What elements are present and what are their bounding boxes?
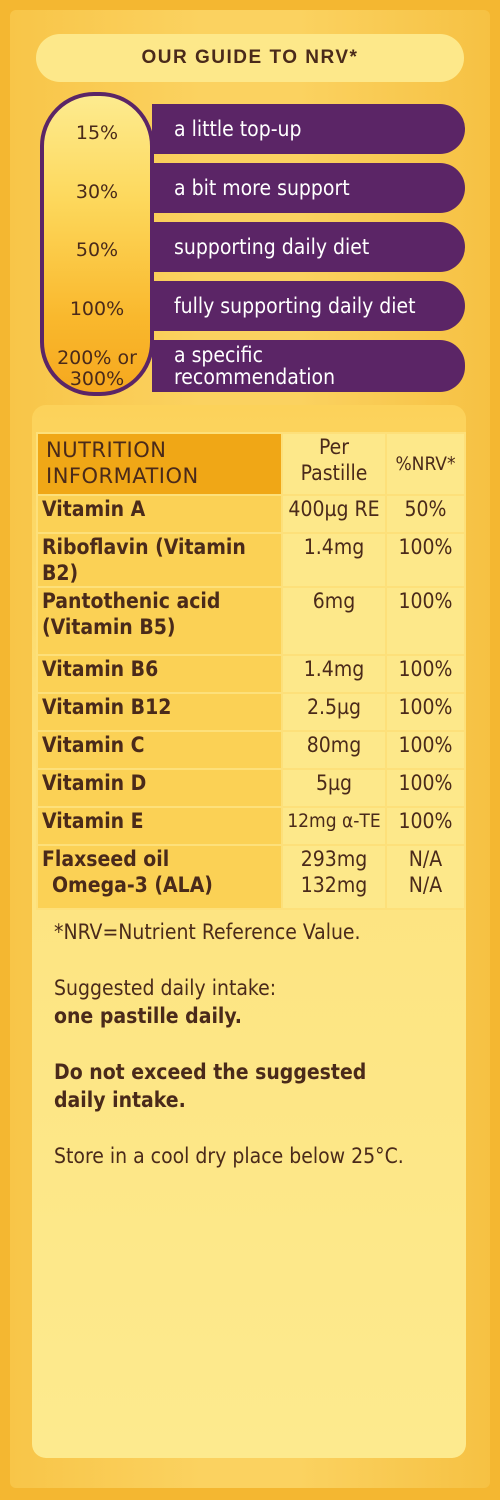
intake-label: Suggested daily intake: [54, 976, 277, 1000]
nrv-pct-300: 300% [69, 368, 125, 390]
storage-instructions: Store in a cool dry place below 25°C. [54, 1144, 404, 1168]
nutrient-name: Pantothenic acid (Vitamin B5) [36, 586, 283, 656]
table-row: Vitamin A 400µg RE 50% [36, 494, 466, 534]
nutrient-amount: 6mg [281, 586, 387, 656]
nutrient-name: Vitamin A [36, 494, 283, 534]
nrv-bar-200-300: a specific recommendation [152, 340, 465, 392]
nutrient-nrv: 100% [385, 730, 466, 770]
table-row: Vitamin E 12mg α-TE 100% [36, 806, 466, 846]
nutrient-nrv-line1: N/A [408, 847, 443, 871]
nutrient-amount: 5µg [281, 768, 387, 808]
nrv-bar-30: a bit more support [152, 163, 465, 213]
nrv-pct-30: 30% [75, 181, 119, 203]
nrv-bar-100: fully supporting daily diet [152, 281, 465, 331]
nutrition-table: NUTRITION INFORMATION Per Pastille %NRV*… [36, 432, 466, 910]
nutrient-nrv: N/A N/A [385, 844, 466, 910]
nutrient-nrv: 100% [385, 586, 466, 656]
nutrient-name-line2: Omega-3 (ALA) [52, 873, 213, 897]
nrv-pct-200-300: 200% or 300% [44, 348, 150, 390]
nutrient-name: Riboflavin (Vitamin B2) [36, 532, 283, 588]
nutrient-name-line1: Flaxseed oil [42, 847, 170, 871]
nrv-pct-15: 15% [75, 122, 119, 144]
nutrient-name: Vitamin D [36, 768, 283, 808]
nutrient-amount: 2.5µg [281, 692, 387, 732]
table-row: Riboflavin (Vitamin B2) 1.4mg 100% [36, 532, 466, 588]
nutrient-amount-line2: 132mg [300, 873, 368, 897]
nrv-guide: 15% 30% 50% 100% 200% or 300% a little t… [40, 92, 465, 396]
nrv-definition: *NRV=Nutrient Reference Value. [54, 920, 361, 944]
table-row: Vitamin B12 2.5µg 100% [36, 692, 466, 732]
col-nrv: %NRV* [385, 432, 466, 496]
nrv-pct-200: 200% or [57, 347, 137, 369]
nutrient-name-line1: Pantothenic acid [42, 589, 221, 613]
table-row: Flaxseed oil Omega-3 (ALA) 293mg 132mg N… [36, 844, 466, 910]
nutrient-nrv: 50% [385, 494, 466, 534]
col-per-line2: Pastille [300, 461, 368, 485]
nutrient-nrv: 100% [385, 532, 466, 588]
table-row: Vitamin C 80mg 100% [36, 730, 466, 770]
nutrient-amount-line1: 293mg [300, 847, 368, 871]
nutrient-nrv: 100% [385, 768, 466, 808]
nutrient-amount: 80mg [281, 730, 387, 770]
nrv-bar-label-line2: recommendation [174, 365, 336, 389]
nutrient-name: Vitamin B6 [36, 654, 283, 694]
product-notes: *NRV=Nutrient Reference Value. Suggested… [54, 918, 454, 1170]
nutrient-name: Vitamin E [36, 806, 283, 846]
table-row: Vitamin D 5µg 100% [36, 768, 466, 808]
nutrition-header-line1: NUTRITION [46, 438, 167, 462]
intake-value: one pastille daily. [54, 1004, 242, 1028]
nutrient-amount: 12mg α-TE [281, 806, 387, 846]
nrv-scale-pill: 15% 30% 50% 100% 200% or 300% [40, 92, 154, 396]
warning-line2: daily intake. [54, 1088, 186, 1112]
nutrient-amount: 1.4mg [281, 532, 387, 588]
nutrient-amount: 1.4mg [281, 654, 387, 694]
nutrition-header-line2: INFORMATION [46, 464, 199, 488]
nutrient-nrv-line2: N/A [408, 873, 443, 897]
nrv-pct-100: 100% [69, 298, 125, 320]
nutrient-name-line2: (Vitamin B5) [42, 615, 176, 639]
nrv-guide-title: OUR GUIDE TO NRV* [36, 34, 464, 82]
nutrient-name: Vitamin B12 [36, 692, 283, 732]
nrv-pct-50: 50% [75, 239, 119, 261]
col-per-pastille: Per Pastille [281, 432, 387, 496]
nutrition-header: NUTRITION INFORMATION [36, 432, 283, 496]
nutrition-header-row: NUTRITION INFORMATION Per Pastille %NRV* [36, 432, 466, 496]
warning-line1: Do not exceed the suggested [54, 1060, 367, 1084]
col-per-line1: Per [318, 435, 350, 459]
nutrient-nrv: 100% [385, 654, 466, 694]
nrv-bar-15: a little top-up [152, 104, 465, 154]
nrv-bar-50: supporting daily diet [152, 222, 465, 272]
table-row: Vitamin B6 1.4mg 100% [36, 654, 466, 694]
nutrient-nrv: 100% [385, 806, 466, 846]
nutrient-name: Flaxseed oil Omega-3 (ALA) [36, 844, 283, 910]
nutrient-amount: 293mg 132mg [281, 844, 387, 910]
table-row: Pantothenic acid (Vitamin B5) 6mg 100% [36, 586, 466, 656]
nrv-bar-label-line1: a specific [174, 343, 263, 367]
nutrient-nrv: 100% [385, 692, 466, 732]
nutrient-amount: 400µg RE [281, 494, 387, 534]
nutrient-name: Vitamin C [36, 730, 283, 770]
